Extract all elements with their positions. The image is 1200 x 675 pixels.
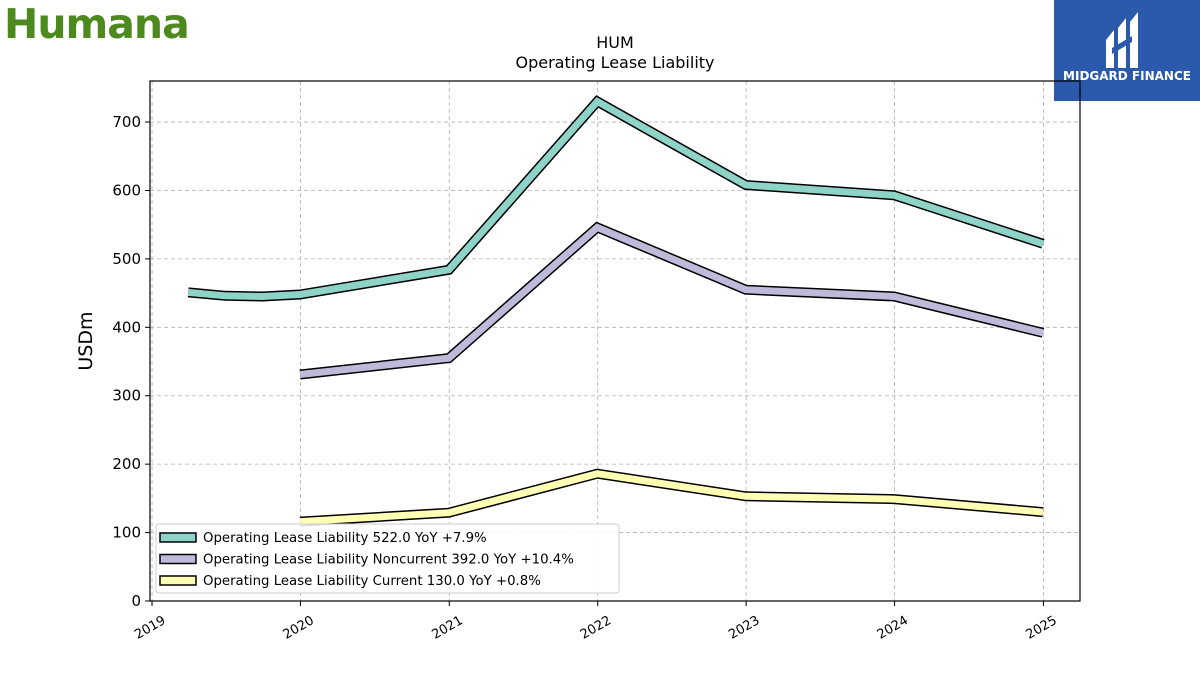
series-3-line (299, 470, 1044, 526)
series-3-point (448, 512, 449, 513)
legend-entry: Operating Lease Liability Noncurrent 392… (203, 553, 574, 568)
series-1-point (448, 269, 449, 270)
series-1-line (187, 97, 1045, 301)
series-3-point (745, 496, 746, 497)
series-1-point (225, 295, 226, 296)
y-tick-label: 200 (112, 455, 141, 473)
series-2-point (894, 296, 895, 297)
midgard-emblem-icon (1106, 12, 1138, 68)
midgard-finance-logo: MIDGARD FINANCE (1054, 0, 1200, 101)
x-tick-label: 2022 (578, 613, 614, 643)
grid (150, 81, 1080, 602)
legend-swatch (159, 553, 197, 565)
y-tick-label: 700 (112, 113, 141, 131)
series-1-point (894, 195, 895, 196)
series-1-point (262, 296, 263, 297)
y-tick-label: 600 (112, 181, 141, 199)
x-tick-label: 2025 (1024, 613, 1060, 643)
series-2-point (448, 358, 449, 359)
y-tick-label: 500 (112, 250, 141, 268)
series-lines (187, 95, 1045, 527)
series-1-point (1043, 243, 1044, 244)
series-3-point (894, 499, 895, 500)
midgard-finance-label: MIDGARD FINANCE (1063, 69, 1191, 83)
x-tick-label: 2020 (281, 613, 317, 643)
series-3-point (300, 521, 301, 522)
legend-entry: Operating Lease Liability Current 130.0 … (203, 574, 541, 589)
series-1-point (300, 294, 301, 295)
y-tick-label: 400 (112, 318, 141, 336)
x-tick-label: 2023 (726, 613, 762, 643)
x-tick-label: 2021 (429, 613, 465, 643)
y-tick-label: 300 (112, 387, 141, 405)
y-axis-label: USDm (75, 311, 97, 370)
legend-entry: Operating Lease Liability 522.0 YoY +7.9… (203, 531, 487, 546)
series-1-point (597, 101, 598, 102)
legend-swatch (159, 532, 197, 543)
chart-title: HUM (596, 33, 634, 52)
series-2-point (597, 227, 598, 228)
series-3-point (1043, 512, 1044, 513)
x-tick-label: 2019 (132, 613, 168, 643)
series-3-point (597, 473, 598, 474)
legend: Operating Lease Liability 522.0 YoY +7.9… (155, 523, 620, 594)
series-2-point (1043, 332, 1044, 333)
series-2-point (300, 374, 301, 375)
y-tick-label: 100 (112, 524, 141, 542)
series-2-point (745, 289, 746, 290)
series-1-point (188, 292, 189, 293)
x-tick-label: 2024 (875, 613, 911, 643)
humana-logo: Humana (4, 0, 190, 48)
series-1-point (745, 185, 746, 186)
y-tick-label: 0 (131, 592, 141, 610)
legend-swatch (159, 575, 197, 586)
chart-subtitle: Operating Lease Liability (515, 53, 714, 72)
legend-box (155, 523, 620, 594)
series-2-line (299, 223, 1044, 378)
plot-frame (149, 80, 1081, 602)
series-2-outline (299, 221, 1045, 380)
